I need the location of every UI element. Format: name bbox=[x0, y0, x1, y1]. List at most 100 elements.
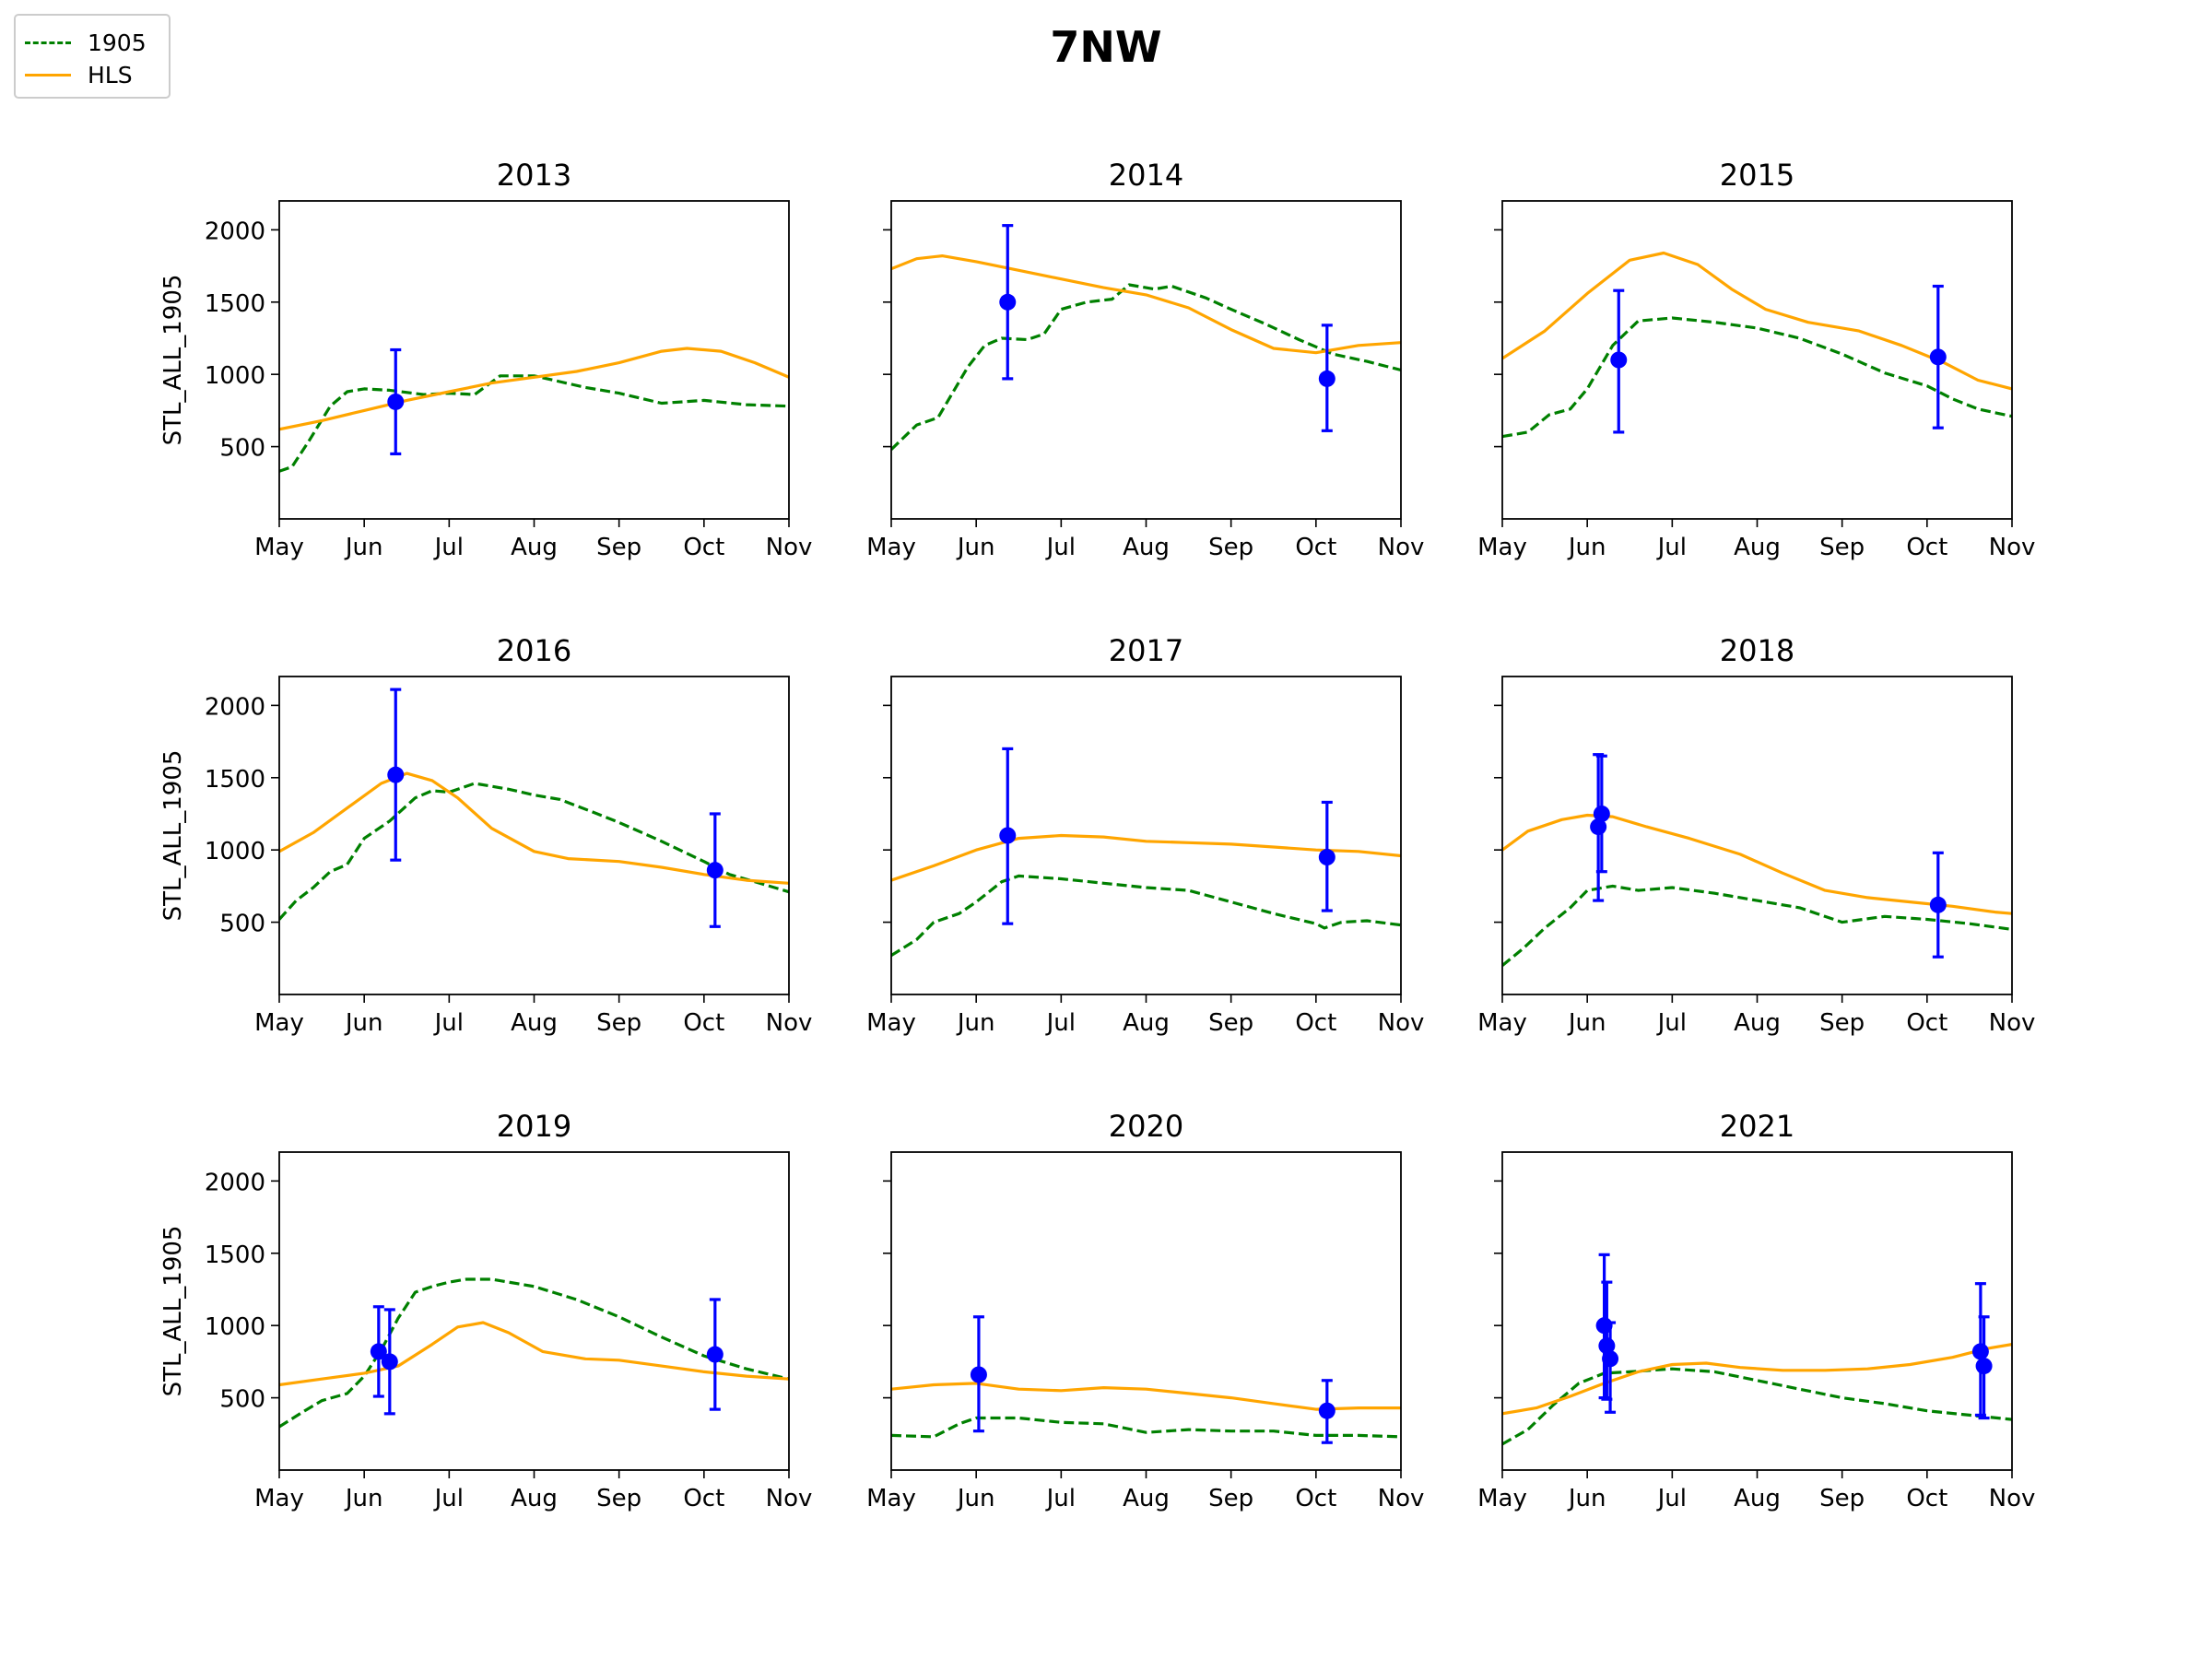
legend-label-1905: 1905 bbox=[88, 29, 147, 56]
legend-item-1905: 1905 bbox=[25, 29, 147, 56]
legend-item-hls: HLS bbox=[25, 61, 133, 88]
x-tick-label: May bbox=[254, 1009, 304, 1037]
observation-point bbox=[370, 1343, 387, 1360]
x-tick-label: Oct bbox=[683, 1009, 724, 1037]
observation-point bbox=[999, 293, 1017, 311]
y-tick-label: 2000 bbox=[205, 218, 265, 245]
x-tick-label: May bbox=[254, 1485, 304, 1512]
axes-frame bbox=[1501, 676, 2013, 995]
observation-point bbox=[1602, 1350, 1619, 1368]
x-tick-label: Sep bbox=[596, 534, 641, 561]
x-tick-label: Jun bbox=[1567, 534, 1606, 561]
axes-frame bbox=[890, 1151, 1402, 1471]
x-tick-label: Sep bbox=[596, 1485, 641, 1512]
x-tick-label: Aug bbox=[1734, 1485, 1781, 1512]
panel-2019: 2019 500 1000 1500 2000 May Jun Jul Aug Sep Oct Nov… bbox=[159, 1109, 812, 1512]
x-tick-label: Nov bbox=[1989, 1485, 2036, 1512]
x-tick-label: Aug bbox=[511, 534, 558, 561]
series-line-hls bbox=[1502, 251, 2012, 391]
x-tick-label: Jul bbox=[1656, 1009, 1687, 1037]
plot-area-2021 bbox=[1502, 1253, 2012, 1446]
x-tick-label: May bbox=[1477, 534, 1527, 561]
series-line-hls bbox=[891, 254, 1401, 355]
axes-frame bbox=[278, 200, 790, 520]
x-tick-label: Aug bbox=[511, 1485, 558, 1512]
x-tick-label: Nov bbox=[1378, 1009, 1425, 1037]
x-tick-label: Jul bbox=[433, 1009, 464, 1037]
x-tick-label: Jun bbox=[344, 1009, 383, 1037]
axes-frame bbox=[278, 676, 790, 995]
plot-area-2018 bbox=[1502, 753, 2012, 967]
panel-2017: 2017 May Jun Jul Aug Sep Oct Nov bbox=[866, 633, 1424, 1037]
x-tick-label: Oct bbox=[1906, 1485, 1947, 1512]
x-tick-label: Aug bbox=[1734, 1009, 1781, 1037]
x-tick-label: Sep bbox=[596, 1009, 641, 1037]
plot-area-2017 bbox=[891, 747, 1401, 958]
panel-title-2015: 2015 bbox=[1720, 158, 1794, 193]
x-tick-label: May bbox=[866, 534, 916, 561]
series-line-1905 bbox=[891, 1416, 1401, 1439]
x-tick-label: May bbox=[254, 534, 304, 561]
y-axis-label: STL_ALL_1905 bbox=[159, 1226, 187, 1397]
observation-point bbox=[706, 1346, 724, 1363]
panel-2016: 2016 500 1000 1500 2000 May Jun Jul Aug Sep Oct Nov… bbox=[159, 633, 812, 1037]
x-tick-label: Jun bbox=[1567, 1009, 1606, 1037]
x-tick-label: Oct bbox=[1295, 1485, 1336, 1512]
plot-area-2013 bbox=[279, 347, 789, 473]
x-tick-label: Jun bbox=[956, 1009, 995, 1037]
x-tick-label: Oct bbox=[1295, 534, 1336, 561]
x-tick-label: Sep bbox=[1819, 1009, 1865, 1037]
x-tick-label: Oct bbox=[1906, 1009, 1947, 1037]
observation-point bbox=[1929, 348, 1947, 366]
series-line-1905 bbox=[279, 1277, 789, 1429]
x-tick-label: May bbox=[866, 1485, 916, 1512]
y-tick-label: 1000 bbox=[205, 362, 265, 390]
axes-frame bbox=[1501, 1151, 2013, 1471]
y-tick-label: 1000 bbox=[205, 1313, 265, 1341]
y-tick-label: 1000 bbox=[205, 838, 265, 865]
axes-frame bbox=[890, 200, 1402, 520]
x-tick-label: Sep bbox=[1208, 1485, 1253, 1512]
x-tick-label: Aug bbox=[1123, 534, 1170, 561]
plot-area-2014 bbox=[891, 224, 1401, 451]
y-tick-label: 1500 bbox=[205, 766, 265, 794]
series-line-1905 bbox=[279, 374, 789, 473]
series-line-hls bbox=[1502, 1343, 2012, 1416]
panel-2021: 2021 May Jun Jul Aug Sep Oct Nov bbox=[1477, 1109, 2035, 1512]
panel-2015: 2015 May Jun Jul Aug Sep Oct Nov bbox=[1477, 158, 2035, 561]
series-line-1905 bbox=[1502, 884, 2012, 967]
observation-point bbox=[1318, 1402, 1335, 1419]
y-axis-label: STL_ALL_1905 bbox=[159, 275, 187, 446]
observation-point bbox=[1975, 1358, 1993, 1375]
y-tick-label: 500 bbox=[219, 435, 265, 463]
x-tick-label: Oct bbox=[683, 1485, 724, 1512]
x-tick-label: Oct bbox=[683, 534, 724, 561]
y-tick-label: 1500 bbox=[205, 290, 265, 318]
x-tick-label: Oct bbox=[1295, 1009, 1336, 1037]
observation-point bbox=[381, 1353, 398, 1371]
x-tick-label: Aug bbox=[1123, 1485, 1170, 1512]
panel-2014: 2014 May Jun Jul Aug Sep Oct Nov bbox=[866, 158, 1424, 561]
x-tick-label: Aug bbox=[511, 1009, 558, 1037]
axes-frame bbox=[1501, 200, 2013, 520]
panel-title-2019: 2019 bbox=[497, 1109, 571, 1144]
x-tick-label: Sep bbox=[1819, 1485, 1865, 1512]
x-tick-label: Nov bbox=[766, 1485, 813, 1512]
x-tick-label: Jul bbox=[1045, 1009, 1076, 1037]
panel-2018: 2018 May Jun Jul Aug Sep Oct Nov bbox=[1477, 633, 2035, 1037]
series-line-hls bbox=[891, 833, 1401, 882]
x-tick-label: Nov bbox=[766, 534, 813, 561]
panel-title-2021: 2021 bbox=[1720, 1109, 1794, 1144]
observation-point bbox=[1929, 896, 1947, 913]
observation-point bbox=[1318, 370, 1335, 387]
series-line-hls bbox=[279, 771, 789, 885]
x-tick-label: Nov bbox=[766, 1009, 813, 1037]
x-tick-label: May bbox=[1477, 1009, 1527, 1037]
x-tick-label: Nov bbox=[1378, 1485, 1425, 1512]
x-tick-label: Jul bbox=[1045, 1485, 1076, 1512]
x-tick-label: Jun bbox=[344, 1485, 383, 1512]
series-line-1905 bbox=[891, 874, 1401, 958]
x-tick-label: Sep bbox=[1208, 534, 1253, 561]
observation-point bbox=[970, 1366, 987, 1383]
